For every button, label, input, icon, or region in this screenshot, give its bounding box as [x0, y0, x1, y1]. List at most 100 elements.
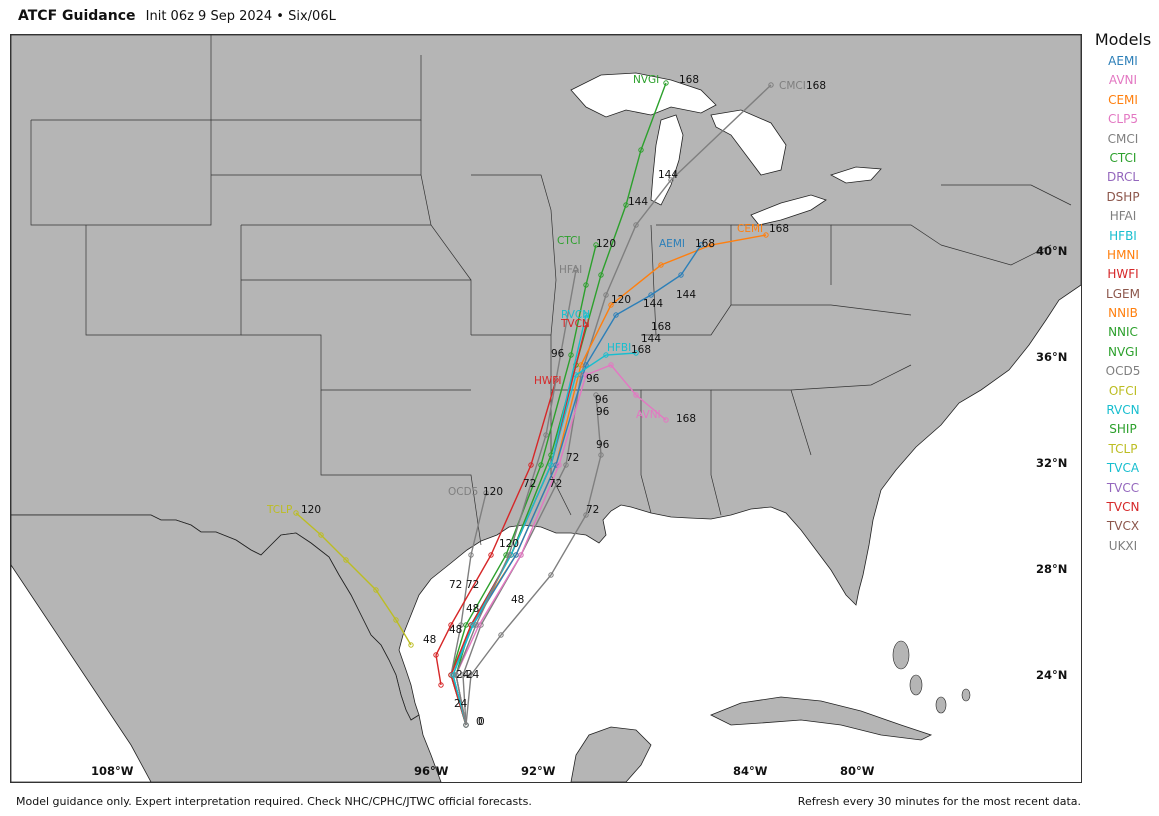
hour-label: 168 — [631, 344, 651, 356]
legend-item-clp5[interactable]: CLP5 — [1108, 112, 1138, 127]
track-point-cemi — [763, 232, 769, 238]
legend-item-ocd5[interactable]: OCD5 — [1105, 364, 1141, 379]
track-point-cmci — [668, 177, 674, 183]
track-point-hwfi — [528, 462, 534, 468]
track-point-aemi — [698, 242, 704, 248]
lat-label-36n: 36°N — [1036, 350, 1067, 364]
track-point-tclp — [318, 532, 324, 538]
track-point-hwfi — [433, 652, 439, 658]
map-frame[interactable]: NVGI CMCI CEMI AEMI CTCI AVNI HFBI TCLP OCD5 HWFI… — [10, 34, 1082, 783]
legend-item-avni[interactable]: AVNI — [1108, 73, 1138, 88]
lon-label-80w: 80°W — [840, 764, 875, 778]
hour-label: 72 — [449, 579, 462, 591]
legend-item-hfai[interactable]: HFAI — [1109, 209, 1137, 224]
track-point-rvcn — [450, 672, 456, 678]
hour-label: 120 — [596, 238, 616, 250]
track-point-ukxi — [463, 722, 469, 728]
land-yucatan — [570, 726, 652, 782]
legend-item-tvcx[interactable]: TVCX — [1106, 519, 1140, 534]
track-label-avni: AVNI — [636, 409, 661, 421]
legend-item-rvcn[interactable]: RVCN — [1106, 403, 1140, 418]
track-point-ocd5 — [483, 490, 489, 496]
legend-item-dshp[interactable]: DSHP — [1106, 189, 1140, 204]
legend-item-tvcc[interactable]: TVCC — [1106, 480, 1140, 495]
track-point-avni — [556, 462, 562, 468]
track-hwfi — [435, 379, 557, 686]
track-point-hfai — [543, 432, 549, 438]
legend-item-tclp[interactable]: TCLP — [1108, 441, 1138, 456]
legend-item-drcl[interactable]: DRCL — [1106, 170, 1140, 185]
land-cuba — [710, 696, 933, 741]
legend-item-ofci[interactable]: OFCI — [1108, 383, 1138, 398]
lake-michigan — [650, 114, 684, 206]
track-point-cmci — [603, 292, 609, 298]
legend-item-ship[interactable]: SHIP — [1109, 422, 1137, 437]
track-point-hfbi — [603, 352, 609, 358]
track-point-nvgi — [623, 202, 629, 208]
legend-items: AEMI AVNI CEMI CLP5 CMCI CTCI DRCL DSHP HFAI HFBI… — [1090, 52, 1156, 556]
track-point-ctci — [538, 462, 544, 468]
legend-item-ctci[interactable]: CTCI — [1109, 150, 1137, 165]
lon-label-108w: 108°W — [91, 764, 134, 778]
legend-item-hwfi[interactable]: HWFI — [1107, 267, 1139, 282]
legend-item-tvcn[interactable]: TVCN — [1106, 499, 1140, 514]
track-point-cemi — [608, 302, 614, 308]
track-label-aemi: AEMI — [659, 238, 685, 250]
track-point-aemi — [648, 292, 654, 298]
header: ATCF Guidance Init 06z 9 Sep 2024 • Six/… — [18, 8, 336, 28]
track-point-nvgi — [598, 272, 604, 278]
track-point-aemi — [613, 312, 619, 318]
track-point-ctci — [593, 242, 599, 248]
track-point-nvgi — [663, 80, 669, 86]
legend-item-tvca[interactable]: TVCA — [1106, 461, 1140, 476]
track-hfai — [455, 269, 577, 726]
hour-label: 96 — [596, 406, 610, 418]
track-point-ukxi — [598, 452, 604, 458]
track-point-avni — [583, 372, 589, 378]
legend-item-nnib[interactable]: NNIB — [1108, 306, 1138, 321]
hour-label: 168 — [695, 238, 715, 250]
guidance-map[interactable]: NVGI CMCI CEMI AEMI CTCI AVNI HFBI TCLP OCD5 HWFI… — [11, 35, 1081, 782]
track-cmci — [462, 84, 772, 726]
hour-label: 120 — [301, 504, 321, 516]
track-point-ctci — [503, 552, 509, 558]
footer-refresh-note: Refresh every 30 minutes for the most re… — [797, 795, 1081, 808]
track-point-tclp — [408, 642, 414, 648]
track-point-rvcn — [548, 462, 554, 468]
legend-item-nvgi[interactable]: NVGI — [1107, 344, 1139, 359]
track-label-cmci: CMCI — [779, 80, 806, 92]
hour-label: 48 — [423, 634, 436, 646]
legend-item-hfbi[interactable]: HFBI — [1109, 228, 1137, 243]
legend-item-lgem[interactable]: LGEM — [1106, 286, 1140, 301]
track-point-ukxi — [468, 672, 474, 678]
legend-item-cmci[interactable]: CMCI — [1107, 131, 1139, 146]
legend-item-nnic[interactable]: NNIC — [1108, 325, 1138, 340]
track-point-tclp — [373, 587, 379, 593]
track-point-aemi — [678, 272, 684, 278]
legend-item-ukxi[interactable]: UKXI — [1108, 538, 1138, 553]
hour-label: 120 — [499, 538, 519, 550]
track-point-avni — [518, 552, 524, 558]
hour-label: 144 — [658, 169, 678, 181]
lake-superior — [570, 72, 717, 118]
track-point-cmci — [460, 672, 466, 678]
track-point-avni — [663, 417, 669, 423]
forecast-tracks — [293, 80, 774, 728]
track-point-aemi — [513, 552, 519, 558]
track-point-hfai — [573, 267, 579, 273]
legend-item-aemi[interactable]: AEMI — [1108, 54, 1138, 68]
track-label-hwfi: HWFI — [534, 375, 561, 387]
hour-label: 168 — [769, 223, 789, 235]
legend-item-cemi[interactable]: CEMI — [1108, 92, 1138, 107]
track-point-rvcn — [583, 312, 589, 318]
hour-label: 48 — [449, 624, 462, 636]
legend-item-hmni[interactable]: HMNI — [1107, 247, 1139, 262]
track-point-tclp — [343, 557, 349, 563]
track-label-ctci: CTCI — [557, 235, 581, 247]
track-point-cmci — [563, 462, 569, 468]
gulf-of-california — [11, 564, 152, 782]
hour-label: 144 — [676, 289, 696, 301]
footer-disclaimer: Model guidance only. Expert interpretati… — [16, 795, 532, 808]
track-point-hfbi — [633, 350, 639, 356]
land-mexico — [11, 514, 442, 782]
